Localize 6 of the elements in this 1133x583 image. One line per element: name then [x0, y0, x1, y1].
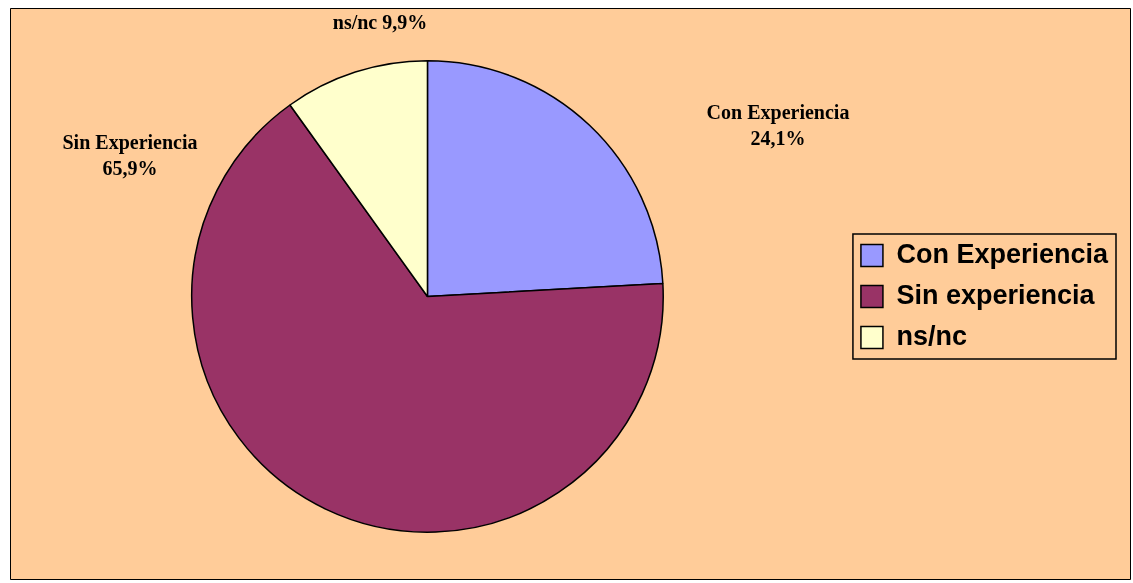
data-label: Con Experiencia 24,1% — [706, 101, 850, 150]
legend-label: ns/nc — [896, 320, 967, 351]
data-label: ns/nc 9,9% — [332, 11, 428, 34]
legend-label: Con Experiencia — [896, 238, 1109, 269]
data-label: Sin Experiencia 65,9% — [62, 131, 198, 180]
legend-label: Sin experiencia — [896, 279, 1096, 310]
